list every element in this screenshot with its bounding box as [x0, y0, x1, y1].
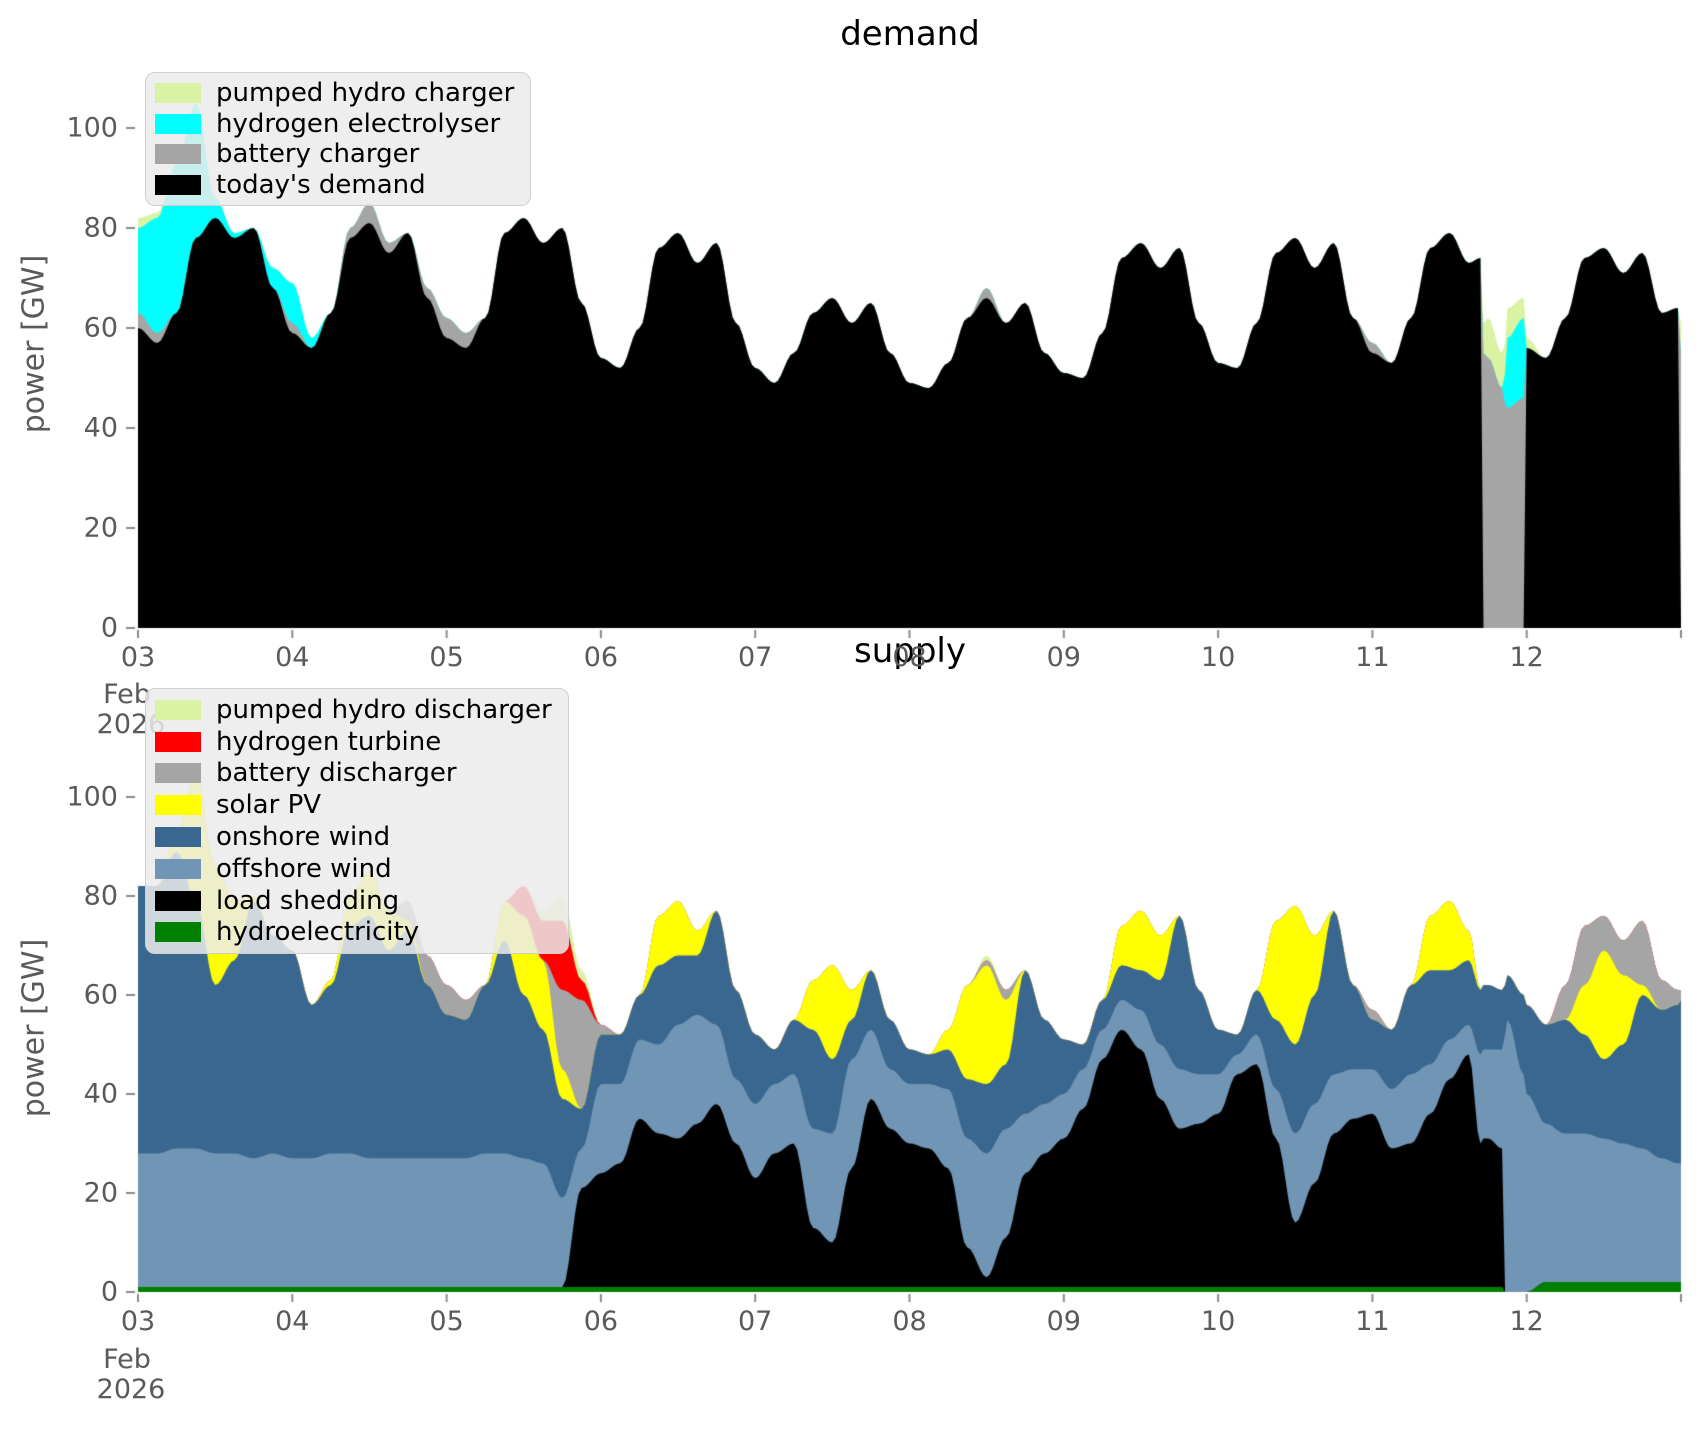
legend-swatch — [155, 795, 201, 816]
legend-item: hydrogen turbine — [155, 726, 552, 758]
legend-item: today's demand — [155, 170, 514, 201]
x-tick-label: 11 — [1355, 1306, 1390, 1337]
legend-swatch — [155, 83, 201, 104]
supply-x-axis-year: 2026 — [96, 1374, 166, 1405]
legend-item: hydrogen electrolyser — [155, 109, 514, 140]
y-tick-label: 60 — [83, 312, 118, 344]
legend-label: solar PV — [216, 790, 322, 821]
legend-item: battery discharger — [155, 758, 552, 790]
legend-label: load shedding — [216, 885, 400, 916]
legend-swatch — [155, 922, 201, 943]
y-tick-label: 0 — [100, 612, 118, 644]
legend-swatch — [155, 144, 201, 165]
x-tick-label: 05 — [429, 642, 464, 673]
x-tick-label: 10 — [1200, 642, 1236, 673]
x-tick-label: 06 — [583, 642, 619, 673]
x-tick-label: 06 — [583, 1306, 619, 1337]
legend-item: hydroelectricity — [155, 917, 552, 949]
legend-swatch — [155, 699, 201, 720]
x-tick-label: 10 — [1200, 1306, 1236, 1337]
x-tick-label: 11 — [1355, 642, 1390, 673]
x-tick-label: 04 — [275, 642, 310, 673]
legend-item: solar PV — [155, 789, 552, 821]
x-tick-label: 07 — [738, 1306, 773, 1337]
y-tick-label: 40 — [83, 412, 118, 444]
legend-item: pumped hydro charger — [155, 78, 514, 109]
demand-y-axis-label: power [GW] — [16, 254, 52, 434]
legend-label: offshore wind — [216, 853, 392, 884]
x-tick-label: 08 — [892, 1306, 927, 1337]
legend-item: onshore wind — [155, 821, 552, 853]
legend-swatch — [155, 731, 201, 752]
x-tick-label: 03 — [120, 1306, 156, 1337]
y-tick-label: 0 — [100, 1276, 118, 1308]
x-tick-label: 12 — [1509, 1306, 1544, 1337]
x-tick-label: 09 — [1046, 1306, 1081, 1337]
legend-label: pumped hydro discharger — [216, 694, 552, 725]
y-tick-label: 80 — [83, 880, 118, 912]
x-tick-label: 05 — [429, 1306, 464, 1337]
y-tick-label: 60 — [83, 979, 118, 1011]
y-tick-label: 20 — [83, 1177, 118, 1209]
y-tick-label: 80 — [83, 212, 118, 244]
legend-swatch — [155, 174, 201, 195]
y-tick-label: 100 — [66, 781, 118, 813]
y-tick-label: 100 — [66, 112, 118, 144]
x-tick-label: 09 — [1046, 642, 1081, 673]
legend-swatch — [155, 113, 201, 134]
legend-swatch — [155, 763, 201, 784]
legend-swatch — [155, 890, 201, 911]
supply-y-axis-label: power [GW] — [16, 938, 52, 1118]
legend-swatch — [155, 827, 201, 848]
legend-item: load shedding — [155, 885, 552, 917]
y-tick-label: 40 — [83, 1078, 118, 1110]
x-tick-label: 03 — [120, 642, 156, 673]
demand-legend: pumped hydro charger hydrogen electrolyse… — [145, 72, 532, 206]
legend-label: hydrogen electrolyser — [216, 108, 501, 139]
legend-label: hydroelectricity — [216, 917, 420, 948]
x-tick-label: 07 — [738, 642, 773, 673]
x-tick-label: 04 — [275, 1306, 310, 1337]
x-tick-label: 08 — [892, 642, 927, 673]
demand-x-axis-month: Feb — [103, 679, 151, 710]
supply-chart-title: supply — [854, 631, 966, 671]
legend-label: pumped hydro charger — [216, 78, 515, 109]
legend-label: onshore wind — [216, 822, 391, 853]
legend-label: battery discharger — [216, 758, 457, 789]
legend-label: hydrogen turbine — [216, 726, 442, 757]
demand-chart-title: demand — [840, 14, 980, 54]
x-tick-label: 12 — [1509, 642, 1544, 673]
legend-item: offshore wind — [155, 853, 552, 885]
supply-x-axis-month: Feb — [103, 1344, 151, 1375]
legend-item: battery charger — [155, 139, 514, 170]
legend-label: today's demand — [216, 169, 426, 200]
legend-swatch — [155, 858, 201, 879]
legend-label: battery charger — [216, 139, 420, 170]
legend-item: pumped hydro discharger — [155, 694, 552, 726]
y-tick-label: 20 — [83, 512, 118, 544]
supply-legend: pumped hydro discharger hydrogen turbine b… — [145, 688, 569, 955]
